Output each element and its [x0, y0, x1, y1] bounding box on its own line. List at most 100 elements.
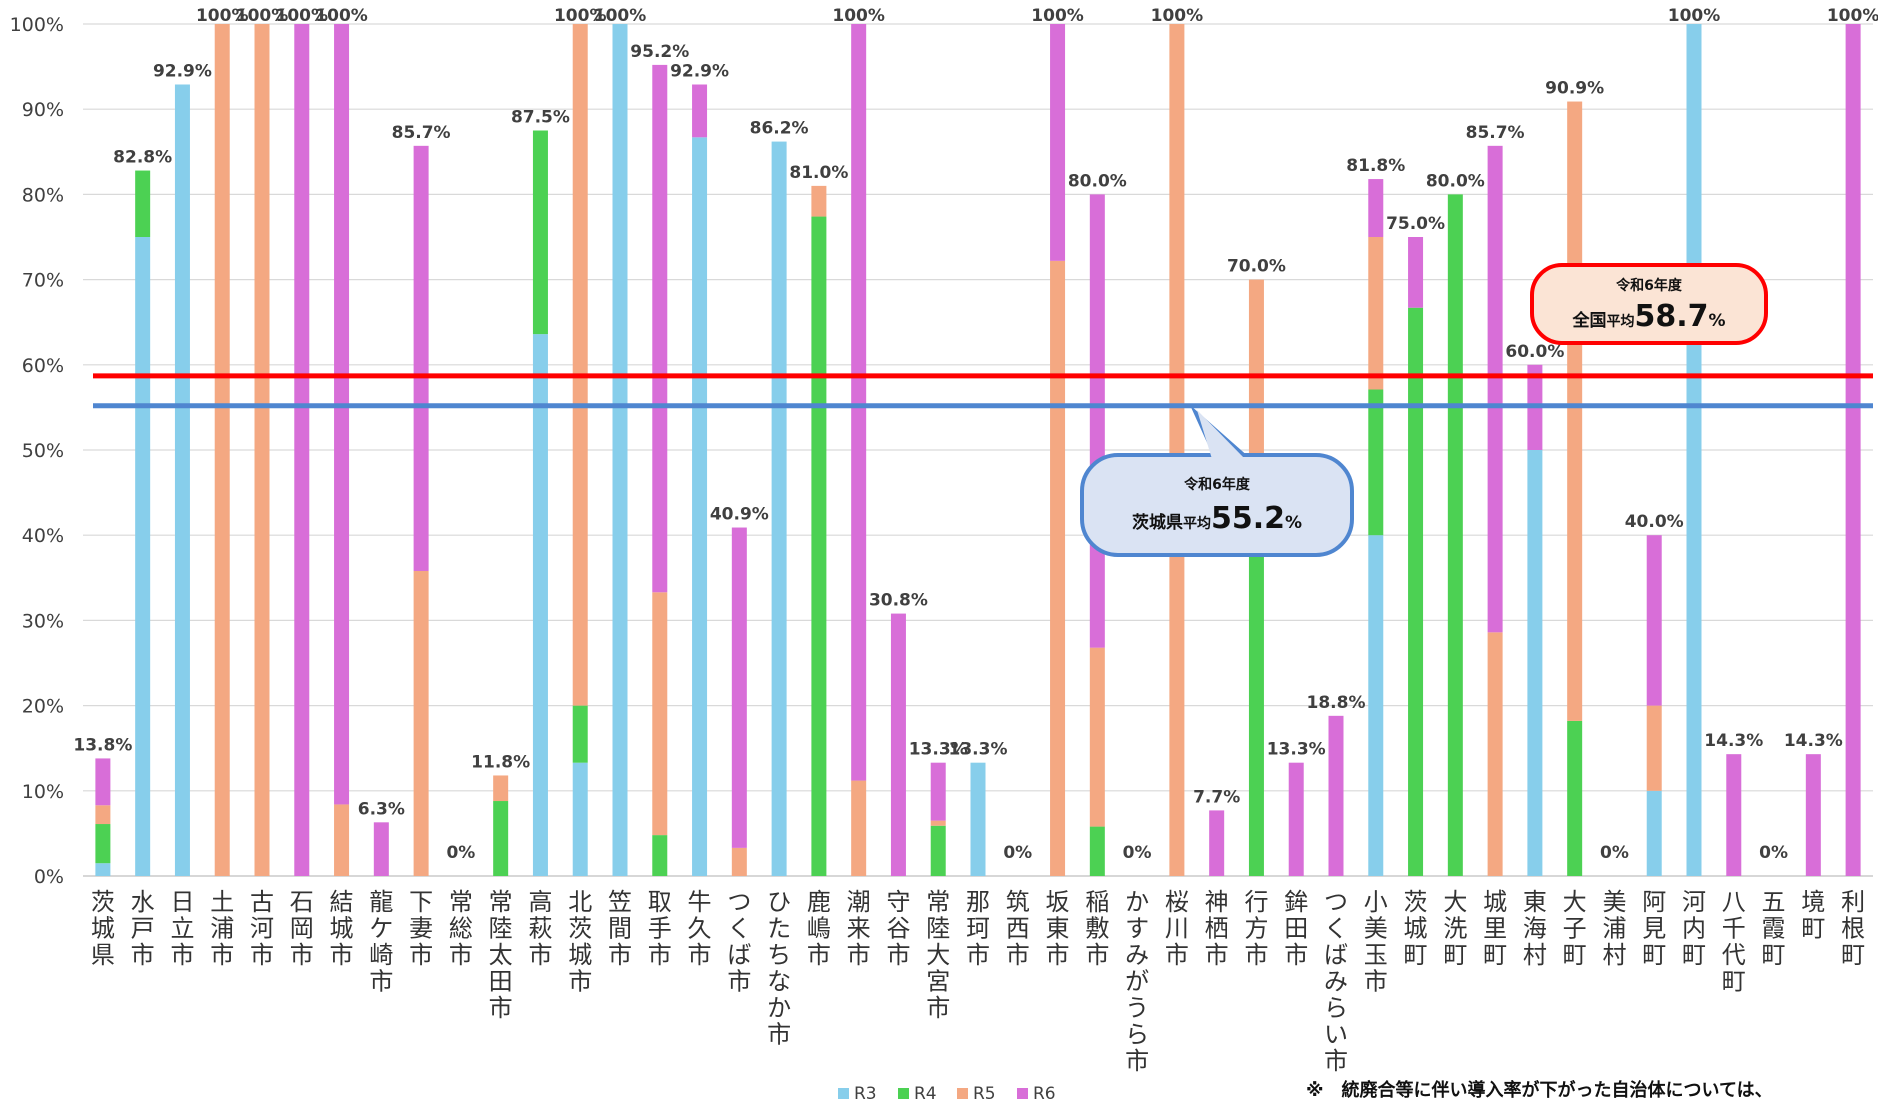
bar-segment	[532, 334, 548, 876]
bar-segment	[413, 570, 429, 876]
y-tick-label: 70%	[22, 270, 64, 292]
bar-segment	[930, 820, 946, 826]
total-label: 100%	[315, 6, 368, 26]
category-label: 阿見町	[1642, 888, 1666, 969]
category-label: 守谷市	[886, 888, 910, 969]
bar-segment	[532, 130, 548, 335]
category-label: つくばみらい市	[1324, 888, 1348, 1075]
bar-segment	[572, 705, 588, 763]
category-label: 土浦市	[210, 888, 234, 969]
total-label: 0%	[1003, 843, 1032, 863]
total-label: 14.3%	[1704, 731, 1763, 751]
category-label: 常陸大宮市	[926, 888, 950, 1022]
y-tick-label: 90%	[22, 99, 64, 121]
bars	[95, 24, 1861, 877]
footnote: ※ 統廃合等に伴い導入率が下がった自治体については、	[1306, 1079, 1773, 1101]
total-label: 40.0%	[1625, 512, 1684, 532]
total-label: 0%	[1759, 843, 1788, 863]
category-label: 小美玉市	[1364, 888, 1388, 996]
category-label: 城里町	[1483, 888, 1507, 969]
bar-segment	[1089, 826, 1105, 876]
category-label: 坂東市	[1046, 888, 1070, 969]
bar-segment	[1447, 194, 1463, 876]
category-label: 石岡市	[290, 888, 314, 969]
bar-segment	[1089, 194, 1105, 648]
total-label: 6.3%	[358, 799, 405, 819]
category-label: 境町	[1801, 888, 1825, 943]
total-label: 92.9%	[153, 61, 212, 81]
bar-segment	[1050, 260, 1066, 877]
category-label: 八千代町	[1722, 888, 1746, 996]
category-label: 古河市	[250, 888, 274, 969]
total-label: 70.0%	[1227, 257, 1286, 277]
total-label: 13.8%	[73, 735, 132, 755]
total-label: 100%	[1827, 6, 1878, 26]
bar-segment	[1328, 715, 1344, 876]
total-label: 60.0%	[1505, 342, 1564, 362]
bar-segment	[1686, 24, 1702, 876]
y-tick-label: 40%	[22, 525, 64, 547]
prefecture-callout-unit: %	[1285, 513, 1302, 533]
bar-segment	[652, 64, 668, 593]
category-label: 笠間市	[608, 888, 632, 969]
prefecture-callout-prefix-small: 平均	[1183, 515, 1211, 532]
legend-label: R4	[914, 1084, 937, 1103]
category-label: 潮来市	[847, 888, 871, 969]
bar-segment	[811, 185, 827, 217]
y-tick-label: 10%	[22, 781, 64, 803]
bar-segment	[95, 863, 111, 876]
category-label: 常陸太田市	[489, 888, 513, 1022]
national-callout-unit: %	[1708, 311, 1725, 331]
bar-segment	[95, 805, 111, 825]
bar-segment	[493, 775, 509, 802]
prefecture-callout-value-line: 茨城県平均55.2%	[1132, 501, 1302, 536]
y-tick-label: 50%	[22, 440, 64, 462]
bar-segment	[652, 592, 668, 836]
total-label: 75.0%	[1386, 214, 1445, 234]
bar-segment	[1368, 535, 1384, 876]
bar-segment	[413, 145, 429, 571]
bar-segment	[1527, 450, 1543, 876]
total-label: 81.0%	[789, 163, 848, 183]
category-label: 常総市	[449, 888, 473, 969]
total-label: 30.8%	[869, 591, 928, 611]
national-callout-year: 令和6年度	[1615, 277, 1683, 294]
bar-segment	[692, 84, 708, 138]
category-label: 行方市	[1244, 888, 1268, 969]
category-label: 茨城県	[91, 888, 115, 969]
bar-segment	[970, 762, 986, 876]
bar-segment	[493, 801, 509, 876]
total-label: 81.8%	[1346, 156, 1405, 176]
bar-segment	[373, 822, 389, 876]
prefecture-average-callout: 令和6年度 茨城県平均55.2%	[1080, 405, 1354, 557]
bar-segment	[334, 24, 350, 805]
total-label: 95.2%	[630, 42, 689, 62]
total-label: 100%	[1668, 6, 1721, 26]
category-label: 大子町	[1563, 888, 1587, 969]
prefecture-callout-prefix: 茨城県	[1132, 512, 1183, 533]
y-tick-label: 80%	[22, 184, 64, 206]
total-label: 86.2%	[750, 119, 809, 139]
legend-swatch	[1017, 1088, 1028, 1099]
bar-segment	[1408, 307, 1424, 876]
bar-segment	[771, 141, 787, 877]
prefecture-callout-value: 55.2	[1211, 501, 1285, 536]
bar-segment	[731, 527, 747, 848]
legend-swatch	[898, 1088, 909, 1099]
total-label: 85.7%	[392, 123, 451, 143]
bar-segment	[652, 835, 668, 876]
bar-segment	[1567, 720, 1583, 876]
category-label: 鉾田市	[1284, 888, 1308, 969]
bar-segment	[930, 762, 946, 821]
national-callout-prefix: 全国	[1571, 310, 1606, 331]
total-label: 90.9%	[1545, 79, 1604, 99]
category-label: 筑西市	[1006, 888, 1030, 969]
bar-segment	[811, 216, 827, 876]
bar-segment	[174, 84, 190, 876]
category-label: ひたちなか市	[767, 888, 791, 1049]
bar-segment	[1646, 535, 1662, 706]
legend-label: R6	[1033, 1084, 1056, 1103]
total-label: 100%	[554, 6, 607, 26]
bar-segment	[731, 847, 747, 876]
bar-segment	[135, 237, 151, 876]
